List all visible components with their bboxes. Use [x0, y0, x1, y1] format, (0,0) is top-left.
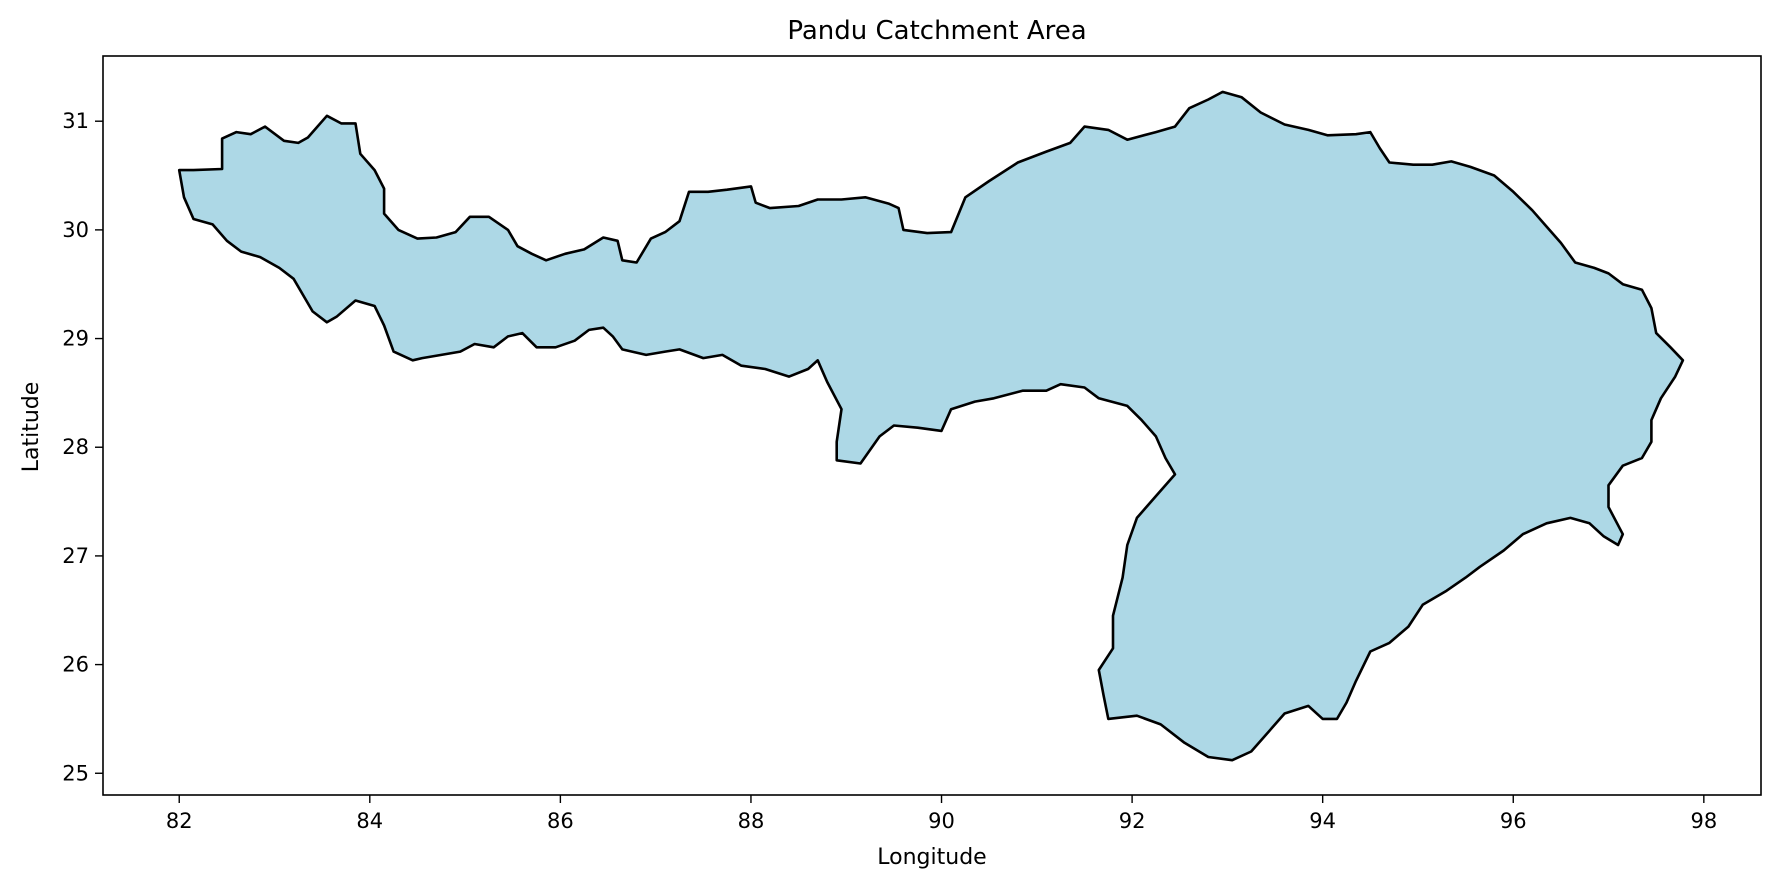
plot-area	[177, 90, 1685, 762]
chart-title: Pandu Catchment Area	[787, 16, 1086, 46]
x-tick-label: 84	[356, 809, 383, 833]
x-tick-label: 96	[1500, 809, 1527, 833]
axes-frame	[102, 55, 1762, 796]
x-tick-label: 90	[928, 809, 955, 833]
x-axis-label: Longitude	[877, 845, 986, 870]
y-tick-label: 29	[62, 327, 89, 351]
catchment-area-polygon	[177, 90, 1685, 762]
y-tick-label: 26	[62, 653, 89, 677]
y-tick-label: 30	[62, 218, 89, 242]
x-tick-label: 88	[738, 809, 765, 833]
x-axis: 82 84 86 88 90 92 94 96 98	[166, 795, 1717, 833]
y-tick-label: 25	[62, 761, 89, 785]
y-axis: 25 26 27 28 29 30 31	[62, 109, 103, 785]
y-axis-label: Latitude	[19, 382, 44, 473]
x-tick-label: 92	[1119, 809, 1146, 833]
x-tick-label: 86	[547, 809, 574, 833]
y-tick-label: 28	[62, 435, 89, 459]
x-tick-label: 94	[1309, 809, 1336, 833]
x-tick-label: 98	[1690, 809, 1717, 833]
x-tick-label: 82	[166, 809, 193, 833]
y-tick-label: 27	[62, 544, 89, 568]
y-tick-label: 31	[62, 109, 89, 133]
